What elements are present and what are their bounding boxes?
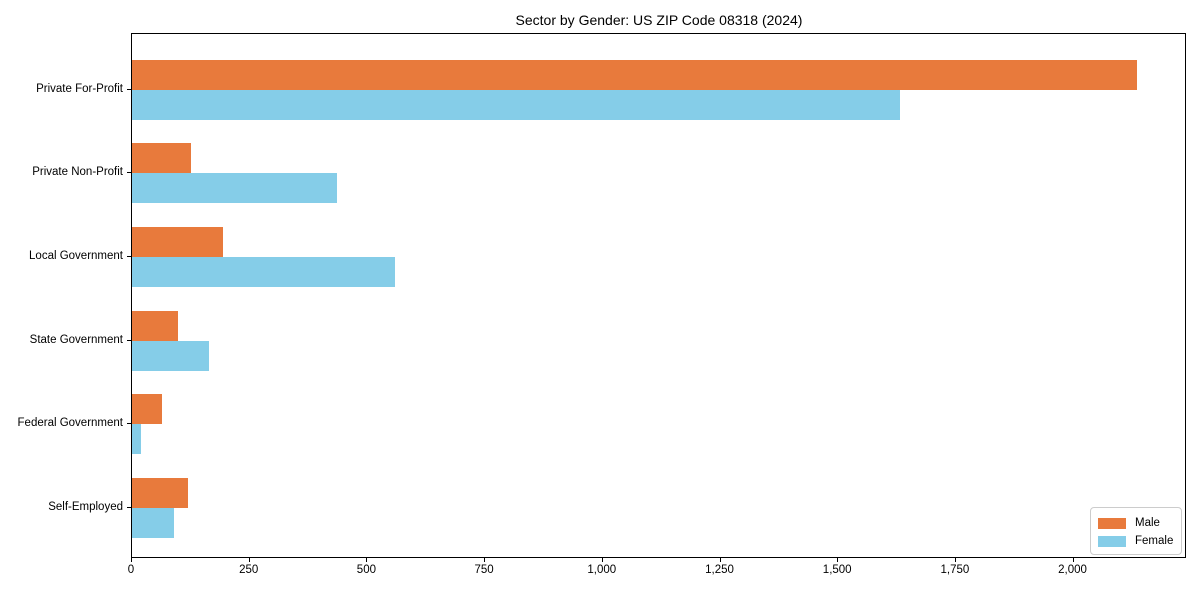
ytick-label-private-for-profit: Private For-Profit [36, 82, 123, 95]
bar-female-self-employed [132, 508, 174, 538]
male-legend-swatch [1098, 517, 1126, 529]
chart-title: Sector by Gender: US ZIP Code 08318 (202… [515, 12, 803, 28]
xtick-label-0: 0 [127, 564, 135, 576]
ytick-mark [127, 88, 131, 90]
bar-male-private-non-profit [132, 143, 191, 174]
xtick-mark [954, 558, 956, 562]
xtick-mark [1072, 558, 1074, 562]
ytick-label-state-government: State Government [29, 333, 123, 346]
xtick-mark [248, 558, 250, 562]
xtick-label-500: 500 [356, 564, 376, 576]
xtick-label-1250: 1,250 [705, 564, 734, 576]
bar-female-private-non-profit [132, 173, 337, 204]
xtick-mark [601, 558, 603, 562]
ytick-label-local-government: Local Government [29, 249, 123, 262]
bar-female-state-government [132, 340, 209, 371]
ytick-mark [127, 507, 131, 508]
xtick-mark [484, 558, 486, 562]
xtick-mark [837, 558, 839, 562]
ytick-mark [127, 423, 131, 425]
xtick-label-1750: 1,750 [940, 564, 970, 576]
female-legend-swatch [1098, 535, 1126, 547]
legend-item-male: Male [1098, 514, 1174, 532]
xtick-label-250: 250 [239, 564, 259, 576]
ytick-label-private-non-profit: Private Non-Profit [32, 166, 123, 179]
ytick-mark [127, 255, 131, 257]
bar-female-private-for-profit [132, 89, 901, 120]
bar-female-federal-government [132, 424, 141, 455]
ytick-mark [127, 172, 131, 174]
legend-item-female: Female [1098, 532, 1174, 550]
plot-area: Male Female [131, 33, 1186, 558]
legend: Male Female [1090, 507, 1182, 555]
female-legend-label: Female [1135, 535, 1174, 547]
bar-male-federal-government [132, 394, 162, 425]
ytick-label-self-employed: Self-Employed [48, 501, 123, 513]
xtick-mark [366, 558, 368, 562]
ytick-mark [127, 339, 131, 341]
ytick-label-federal-government: Federal Government [17, 417, 123, 430]
bar-male-private-for-profit [132, 59, 1137, 90]
bar-male-local-government [132, 226, 224, 257]
male-legend-label: Male [1135, 517, 1160, 529]
xtick-label-1000: 1,000 [587, 564, 617, 576]
xtick-mark [719, 558, 721, 562]
xtick-label-750: 750 [474, 564, 494, 576]
xtick-mark [131, 558, 132, 562]
xtick-label-1500: 1,500 [822, 564, 852, 576]
bar-female-local-government [132, 256, 396, 287]
xtick-label-2000: 2,000 [1058, 564, 1087, 576]
bar-male-self-employed [132, 478, 188, 508]
bar-male-state-government [132, 310, 179, 341]
